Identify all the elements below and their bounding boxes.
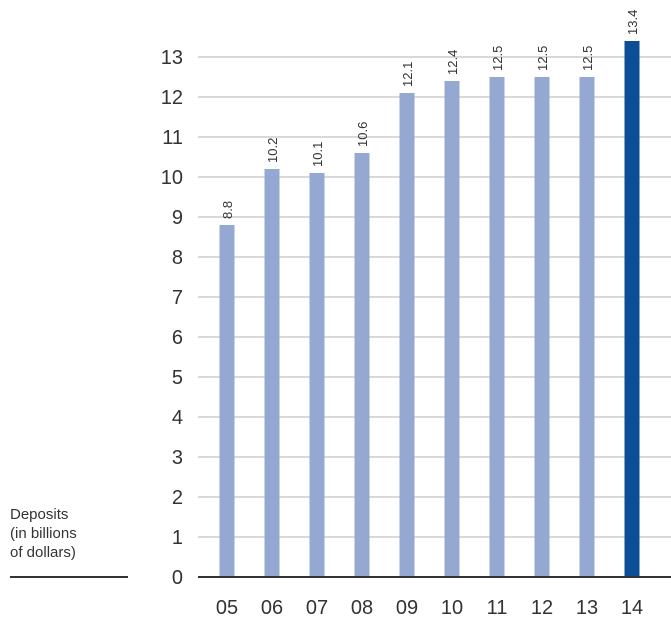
y-tick-label: 0 [172, 567, 183, 589]
bar [399, 93, 415, 577]
y-tick-label: 4 [172, 407, 183, 429]
x-tick-label: 10 [441, 597, 463, 619]
y-tick-label: 8 [172, 247, 183, 269]
bar [444, 81, 460, 577]
bar [489, 77, 505, 577]
x-tick-label: 11 [487, 597, 508, 619]
x-tick-label: 14 [621, 597, 643, 619]
y-tick-label: 10 [161, 167, 183, 189]
bar [624, 41, 640, 577]
x-tick-label: 08 [351, 597, 373, 619]
y-tick-label: 6 [172, 327, 183, 349]
x-tick-label: 12 [531, 597, 553, 619]
y-tick-label: 3 [172, 447, 183, 469]
y-axis-label: Deposits (in billions of dollars) [10, 505, 128, 562]
bar [219, 225, 235, 577]
x-tick-label: 13 [576, 597, 598, 619]
data-label: 10.1 [310, 142, 325, 167]
x-tick-label: 06 [261, 597, 283, 619]
y-tick-label: 1 [172, 527, 183, 549]
data-label: 12.1 [400, 62, 415, 87]
x-tick-label: 09 [396, 597, 418, 619]
bar [534, 77, 550, 577]
data-label: 12.5 [535, 46, 550, 71]
data-label: 13.4 [625, 10, 640, 35]
bar [354, 153, 370, 577]
data-label: 12.4 [445, 50, 460, 75]
x-tick-label: 07 [306, 597, 328, 619]
y-tick-label: 9 [172, 207, 183, 229]
data-labels: 8.8 10.2 10.1 10.6 12.1 12.4 12.5 12.5 12.5 13.4 [220, 10, 640, 219]
y-tick-label: 5 [172, 367, 183, 389]
data-label: 8.8 [220, 201, 235, 219]
data-label: 12.5 [580, 46, 595, 71]
data-label: 10.2 [265, 138, 280, 163]
y-axis-label-line: Deposits [10, 506, 69, 523]
x-tick-label: 05 [216, 597, 238, 619]
y-axis-label-line: (in billions [10, 525, 77, 542]
bars [219, 41, 640, 577]
y-tick-label: 12 [161, 87, 183, 109]
data-label: 10.6 [355, 122, 370, 147]
y-tick-label: 11 [162, 127, 183, 149]
bar [309, 173, 325, 577]
x-axis-ticks: 05 06 07 08 09 10 11 12 13 14 [216, 597, 643, 619]
data-label: 12.5 [490, 46, 505, 71]
y-tick-label: 13 [161, 47, 183, 69]
y-axis-label-line: of dollars) [10, 544, 76, 561]
bar [579, 77, 595, 577]
y-axis-label-rule [10, 576, 128, 578]
y-tick-label: 7 [172, 287, 183, 309]
bar [264, 169, 280, 577]
y-tick-label: 2 [172, 487, 183, 509]
